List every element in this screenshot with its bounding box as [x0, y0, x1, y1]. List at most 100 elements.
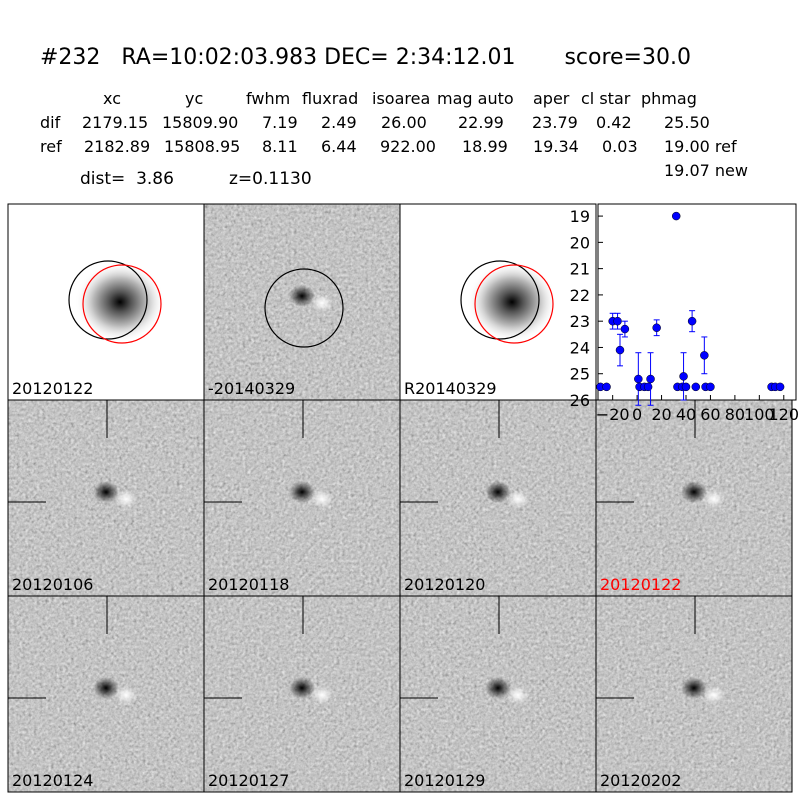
x-tick-label: 120 [769, 405, 800, 424]
cell: 922.00 [380, 137, 436, 156]
column-header: isoarea [372, 89, 430, 108]
title: #232 RA=10:02:03.983 DEC= 2:34:12.01 sco… [40, 45, 691, 70]
cell: 2.49 [321, 113, 357, 132]
point [615, 345, 625, 355]
cell: 22.99 [458, 113, 504, 132]
y-tick-label: 26 [570, 391, 590, 410]
point [681, 382, 691, 392]
point [620, 324, 630, 334]
column-header: aper [533, 89, 570, 108]
dark-blob [289, 285, 315, 307]
cell: 18.99 [462, 137, 508, 156]
point [687, 316, 697, 326]
dark-blob [681, 677, 707, 699]
dark-blob [485, 677, 511, 699]
x-tick-label: 40 [676, 405, 696, 424]
point [679, 372, 688, 381]
redshift: z=0.1130 [229, 169, 312, 189]
dark-blob [289, 481, 315, 503]
bright-blob [703, 490, 725, 508]
stamp-label: -20140329 [208, 379, 295, 398]
cell: 25.50 [664, 113, 710, 132]
aperture-ref [82, 264, 162, 344]
cell: 2182.89 [84, 137, 150, 156]
dark-blob [289, 677, 315, 699]
bright-blob [115, 490, 137, 508]
cell: 0.42 [596, 113, 632, 132]
cell: 26.00 [381, 113, 427, 132]
cell: 8.11 [262, 137, 298, 156]
cell: 6.44 [321, 137, 357, 156]
x-tick-label: 20 [651, 405, 671, 424]
point [671, 211, 681, 221]
aperture-ref [474, 264, 554, 344]
bright-blob [311, 294, 333, 312]
y-tick-label: 19 [570, 207, 590, 226]
y-tick-label: 24 [570, 338, 590, 357]
plot-area [597, 203, 797, 401]
y-tick-label: 23 [570, 312, 590, 331]
point [700, 351, 709, 360]
point [706, 382, 715, 392]
y-tick-label: 20 [570, 233, 590, 252]
aperture [460, 260, 540, 340]
cell: 0.03 [602, 137, 638, 156]
dist: dist= 3.86 [80, 169, 174, 189]
y-tick-label: 22 [570, 286, 590, 305]
y-tick-label: 25 [570, 365, 590, 384]
x-tick-label: 80 [725, 405, 745, 424]
x-tick-label: 0 [632, 405, 642, 424]
column-header: phmag [641, 89, 697, 108]
stamp-frame [595, 595, 793, 793]
dark-blob [93, 481, 119, 503]
column-header: mag auto [437, 89, 514, 108]
bright-blob [703, 686, 725, 704]
dark-blob [485, 481, 511, 503]
point [613, 316, 622, 326]
point [652, 323, 661, 332]
point [646, 374, 655, 384]
aperture [68, 260, 148, 340]
stamp-label: 20120124 [12, 771, 93, 790]
cell: 15809.90 [162, 113, 238, 132]
y-tick-label: 21 [570, 260, 590, 279]
column-header: yc [185, 89, 203, 108]
stamp-label: 20120118 [208, 575, 289, 594]
x-tick-label: 100 [744, 405, 775, 424]
bright-blob [507, 686, 529, 704]
point [775, 382, 785, 392]
point [691, 382, 701, 392]
point [602, 382, 611, 392]
point [634, 374, 643, 384]
stamp-label: 20120129 [404, 771, 485, 790]
bright-blob [311, 686, 333, 704]
aperture [264, 268, 344, 348]
cell: 7.19 [262, 113, 298, 132]
stamp-label: 20120127 [208, 771, 289, 790]
column-header: xc [103, 89, 121, 108]
row-label: dif [40, 113, 61, 132]
column-header: fwhm [246, 89, 290, 108]
x-tick-label: −20 [596, 405, 630, 424]
cell: 15808.95 [164, 137, 240, 156]
dark-blob [681, 481, 707, 503]
cell: 2179.15 [82, 113, 148, 132]
bright-blob [311, 490, 333, 508]
stamp-label: 20120106 [12, 575, 93, 594]
table: xc yc fwhm fluxrad isoarea mag auto aper cl sta… [40, 89, 748, 180]
stamp-label: 20120122 [12, 379, 93, 398]
cell: 23.79 [532, 113, 578, 132]
x-tick-label: 60 [700, 405, 720, 424]
bright-blob [115, 686, 137, 704]
stamp-label: 20120122 [600, 575, 681, 594]
cell: 19.07 new [664, 161, 748, 180]
stamp-label: 20120120 [404, 575, 485, 594]
dark-blob [93, 677, 119, 699]
column-header: cl star [581, 89, 631, 108]
stamps: 20120122 -20140329 R20140329 20120106 201201… [7, 203, 793, 793]
cell: 19.00 ref [664, 137, 737, 156]
cell: 19.34 [533, 137, 579, 156]
row-label: ref [40, 137, 62, 156]
